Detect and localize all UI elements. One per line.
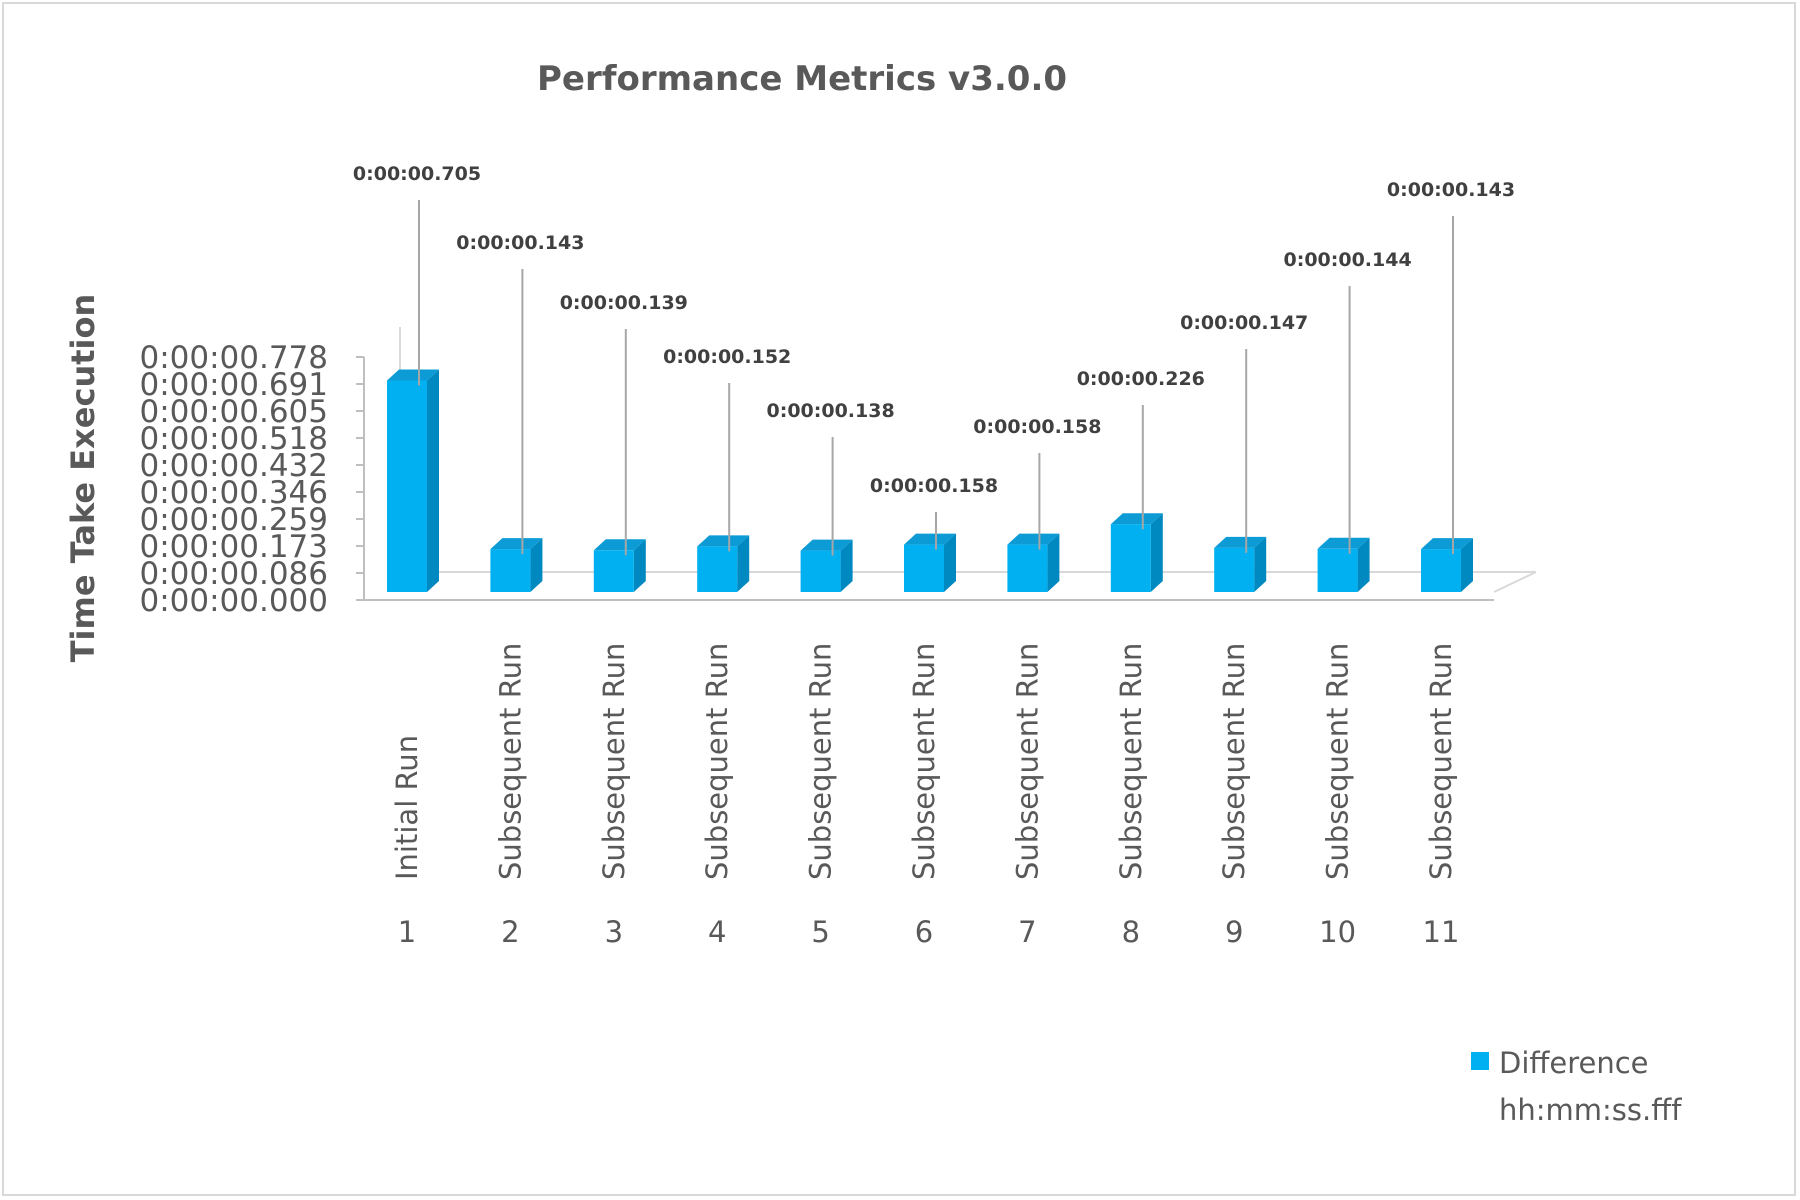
y-tick-label: 0:00:00.778 xyxy=(139,340,328,376)
y-axis: 0:00:00.0000:00:00.0860:00:00.1730:00:00… xyxy=(139,340,1494,619)
bar xyxy=(1110,524,1151,592)
x-run-number-label: 1 xyxy=(398,915,416,949)
bar-top xyxy=(1214,536,1267,548)
bar xyxy=(387,380,427,592)
legend-label-line2: hh:mm:ss.fff xyxy=(1499,1093,1682,1127)
x-category-label: Initial Run xyxy=(390,735,424,880)
bar xyxy=(800,550,841,592)
bar xyxy=(593,550,634,592)
data-label: 0:00:00.143 xyxy=(456,232,584,254)
back-wall-line xyxy=(399,327,1536,573)
data-label: 0:00:00.147 xyxy=(1180,312,1308,334)
y-tick-label: 0:00:00.173 xyxy=(139,529,328,565)
x-axis-categories: Initial Run Subsequent Run Subsequent Run S… xyxy=(390,643,1458,880)
bar xyxy=(904,544,944,592)
x-run-number-label: 4 xyxy=(708,915,726,949)
x-category-label: Subsequent Run xyxy=(597,643,631,880)
x-category-label: Subsequent Run xyxy=(1321,643,1355,880)
x-axis-run-numbers: 1 2 3 4 5 6 7 8 9 10 11 xyxy=(398,915,1460,949)
data-label-leaders xyxy=(418,200,1454,556)
bar-top xyxy=(697,535,750,547)
data-label: 0:00:00.139 xyxy=(560,292,688,314)
bar-side xyxy=(1461,538,1473,592)
y-tick-label: 0:00:00.518 xyxy=(139,421,328,457)
bar-top xyxy=(1421,538,1473,550)
bar-side xyxy=(1150,513,1163,592)
x-run-number-label: 11 xyxy=(1423,915,1460,949)
data-label: 0:00:00.144 xyxy=(1284,249,1412,271)
data-labels: 0:00:00.705 0:00:00.143 0:00:00.139 0:00:00… xyxy=(353,163,1515,497)
bar xyxy=(490,549,531,592)
x-run-number-label: 2 xyxy=(501,915,519,949)
x-category-label: Subsequent Run xyxy=(1010,643,1044,880)
x-category-label: Subsequent Run xyxy=(493,643,527,880)
bar xyxy=(1421,549,1461,592)
bar-side xyxy=(530,538,543,592)
bar xyxy=(1214,547,1255,592)
x-run-number-label: 6 xyxy=(915,915,933,949)
bar-top xyxy=(1317,537,1370,549)
data-label: 0:00:00.152 xyxy=(663,346,791,368)
x-category-label: Subsequent Run xyxy=(1424,643,1458,880)
x-run-number-label: 8 xyxy=(1122,915,1140,949)
x-run-number-label: 3 xyxy=(605,915,623,949)
legend: Difference hh:mm:ss.fff xyxy=(1471,1046,1682,1127)
bar-top xyxy=(1110,513,1163,525)
floor-edge-line xyxy=(1493,571,1537,593)
y-tick-label: 0:00:00.000 xyxy=(139,583,328,619)
bar-top xyxy=(904,533,956,545)
x-category-label: Subsequent Run xyxy=(700,643,734,880)
y-tick-label: 0:00:00.259 xyxy=(139,502,328,538)
bar-top xyxy=(387,369,439,381)
y-tick-label: 0:00:00.346 xyxy=(139,475,328,511)
bar-side xyxy=(840,539,853,592)
bar-side xyxy=(1357,537,1370,592)
bar-top xyxy=(593,539,646,551)
bar-top xyxy=(1007,533,1060,545)
x-run-number-label: 5 xyxy=(811,915,829,949)
y-tick-label: 0:00:00.432 xyxy=(139,448,328,484)
data-label: 0:00:00.138 xyxy=(767,400,895,422)
x-run-number-label: 10 xyxy=(1319,915,1356,949)
bar-side xyxy=(737,535,750,592)
x-category-label: Subsequent Run xyxy=(804,643,838,880)
data-label: 0:00:00.158 xyxy=(973,416,1101,438)
x-category-label: Subsequent Run xyxy=(907,643,941,880)
data-label: 0:00:00.705 xyxy=(353,163,481,185)
bar xyxy=(697,546,738,592)
bar xyxy=(1007,544,1048,592)
bar-side xyxy=(1254,536,1267,592)
x-category-label: Subsequent Run xyxy=(1114,643,1148,880)
data-label: 0:00:00.143 xyxy=(1387,179,1515,201)
bar-series xyxy=(387,369,1473,592)
y-tick-label: 0:00:00.086 xyxy=(139,556,328,592)
x-run-number-label: 7 xyxy=(1018,915,1036,949)
chart-title: Performance Metrics v3.0.0 xyxy=(537,59,1067,99)
x-category-label: Subsequent Run xyxy=(1217,643,1251,880)
legend-label-line1: Difference xyxy=(1499,1046,1649,1080)
data-label: 0:00:00.226 xyxy=(1077,368,1205,390)
y-axis-title: Time Take Execution xyxy=(64,294,102,663)
bar-side xyxy=(944,533,956,592)
bar-side xyxy=(1047,533,1060,592)
bar-side xyxy=(633,539,646,592)
bar-top xyxy=(490,538,543,550)
x-run-number-label: 9 xyxy=(1225,915,1243,949)
legend-swatch xyxy=(1471,1052,1489,1070)
bar xyxy=(1317,548,1358,592)
data-label: 0:00:00.158 xyxy=(870,475,998,497)
y-tick-label: 0:00:00.605 xyxy=(139,394,328,430)
y-tick-label: 0:00:00.691 xyxy=(139,367,328,403)
bar-top xyxy=(800,539,853,551)
bar-side xyxy=(427,369,439,592)
